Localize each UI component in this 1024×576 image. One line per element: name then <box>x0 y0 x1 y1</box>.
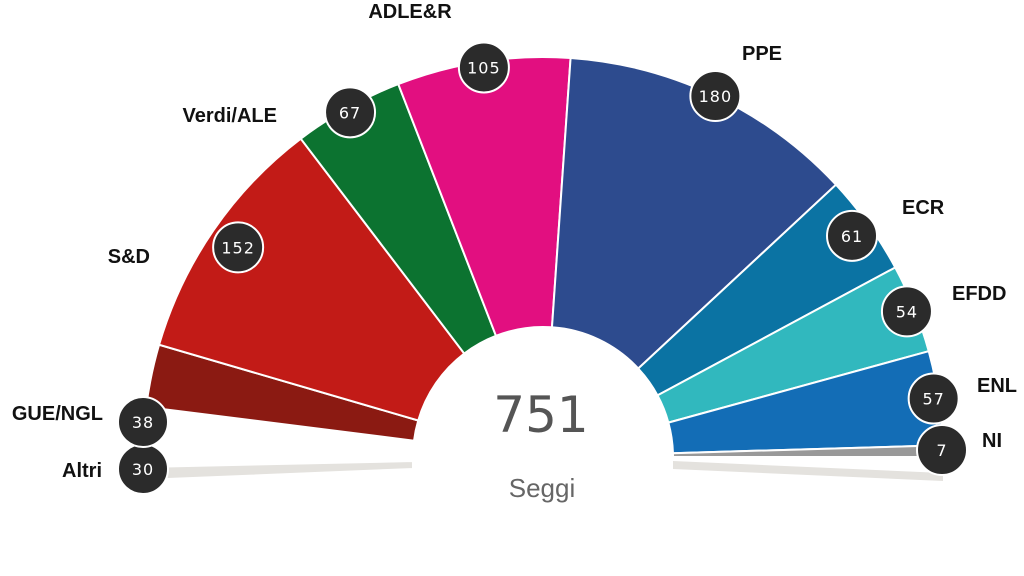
seat-count-enl: 57 <box>922 390 944 409</box>
seat-count-gue-ngl: 38 <box>132 413 154 432</box>
center-hole <box>413 327 673 576</box>
badge-ppe <box>689 70 742 123</box>
label-enl: ENL <box>977 375 1017 397</box>
total-seats-label: Seggi <box>509 473 576 503</box>
label-s-d: S&D <box>108 246 150 268</box>
label-gue-ngl: GUE/NGL <box>12 403 103 425</box>
badge-ecr <box>826 209 879 262</box>
seat-count-s-d: 152 <box>221 238 255 257</box>
badge-gue-ngl <box>117 396 169 448</box>
seat-badges: 30 38 152 67 105 180 61 54 57 7 <box>117 41 968 495</box>
seat-count-verdi-ale: 67 <box>339 103 361 122</box>
label-ppe: PPE <box>742 43 782 65</box>
label-adle-r: ADLE&R <box>368 1 452 23</box>
label-ni: NI <box>982 430 1002 452</box>
seat-count-ppe: 180 <box>699 87 733 106</box>
label-efdd: EFDD <box>952 283 1006 305</box>
segment-altri <box>142 459 414 481</box>
seat-count-ecr: 61 <box>841 227 863 246</box>
badge-s-d <box>212 221 265 274</box>
seat-count-efdd: 54 <box>896 302 918 321</box>
badge-verdi-ale <box>324 86 377 139</box>
badge-ni <box>916 424 968 476</box>
label-altri: Altri <box>62 460 102 482</box>
seat-count-altri: 30 <box>132 460 154 479</box>
label-verdi-ale: Verdi/ALE <box>183 105 277 127</box>
seat-count-ni: 7 <box>936 441 947 460</box>
label-ecr: ECR <box>902 197 945 219</box>
seat-count-adle-r: 105 <box>467 58 501 77</box>
badge-adle-r <box>457 41 510 94</box>
badge-efdd <box>880 285 933 338</box>
party-labels: Altri GUE/NGL S&D Verdi/ALE ADLE&R PPE ECR EFDD… <box>12 1 1017 482</box>
segment-altri-right <box>673 461 943 481</box>
badge-enl <box>907 372 960 425</box>
total-seats-value: 751 <box>493 386 588 444</box>
